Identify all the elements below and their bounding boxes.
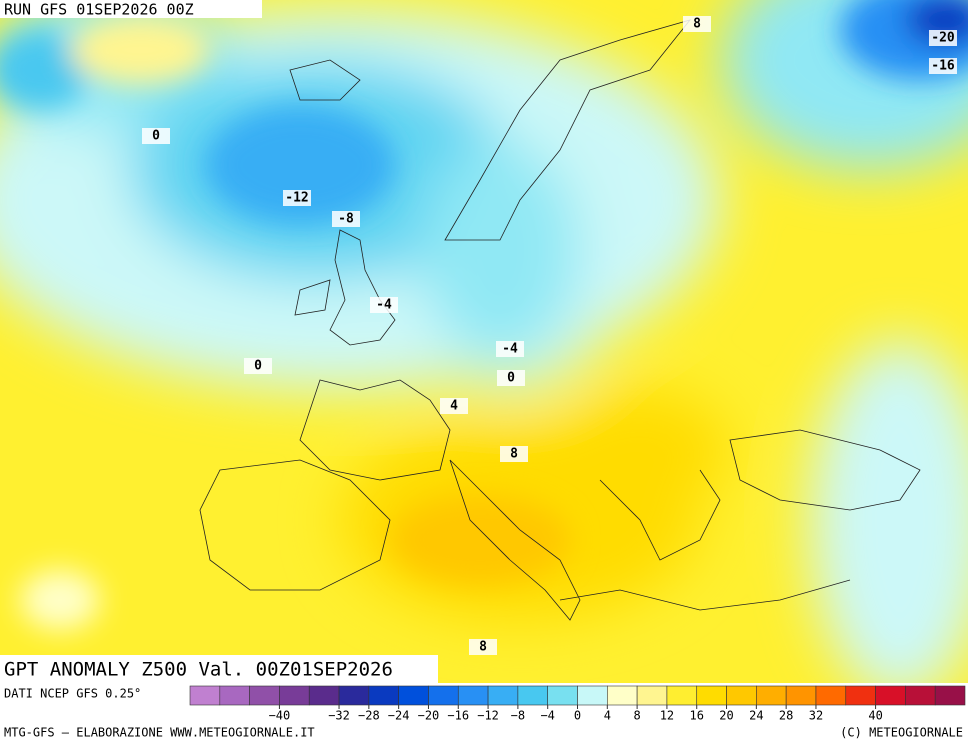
contour-label-bg [929, 58, 957, 74]
colorbar-swatch [189, 685, 221, 706]
map-title: GPT ANOMALY Z500 Val. 00Z01SEP2026 [4, 659, 393, 681]
colorbar-tick-label: −28 [358, 709, 380, 723]
colorbar-tick-label: −4 [540, 709, 554, 723]
contour-label: 8 [693, 17, 701, 32]
contour-label: -12 [285, 191, 308, 206]
colorbar-tick-label: 40 [868, 709, 882, 723]
contour-label: -20 [931, 31, 955, 46]
colorbar-tick-label: −8 [511, 709, 525, 723]
contour-label: -4 [376, 298, 392, 313]
contour-label: 0 [152, 129, 160, 144]
contour-label-bg [283, 190, 311, 206]
colorbar-swatch [666, 685, 698, 706]
contour-label: -4 [502, 342, 518, 357]
colorbar-swatch [815, 685, 847, 706]
colorbar-swatch [934, 685, 966, 706]
colorbar-swatch [398, 685, 429, 706]
colorbar-swatch [368, 685, 399, 706]
contour-labels: 8 -20 -16 0 -12 -8 -4 0 -4 0 4 8 8 [142, 16, 957, 655]
colorbar-tick-label: 24 [749, 709, 763, 723]
colorbar-swatch [905, 685, 936, 706]
credit: MTG-GFS — ELABORAZIONE WWW.METEOGIORNALE… [4, 726, 315, 740]
contour-label-bg [370, 297, 398, 313]
contour-label: 0 [254, 359, 262, 374]
colorbar-swatch [756, 685, 787, 706]
contour-label: 8 [479, 640, 487, 655]
run-box [0, 0, 262, 18]
contour-label: -16 [931, 59, 955, 74]
colorbar-swatch [547, 685, 578, 706]
colorbar-swatch [875, 685, 906, 706]
colorbar-tick-label: 28 [779, 709, 793, 723]
colorbar-swatch [428, 685, 459, 706]
colorbar-swatch [249, 685, 280, 706]
colorbar-tick-label: −40 [269, 709, 291, 723]
contour-label-bg [500, 446, 528, 462]
colorbar-tick-label: 16 [690, 709, 704, 723]
contour-label-bg [683, 16, 711, 32]
colorbar: −40 −32 −28 −24 −20 −16 −12 −8 −4 0 4 8 12 16 20 24 28 32… [189, 685, 966, 723]
contour-label-bg [142, 128, 170, 144]
colorbar-tick-label: −16 [447, 709, 469, 723]
run-label: RUN GFS 01SEP2026 00Z [4, 1, 194, 19]
colorbar-tick-label: 32 [809, 709, 823, 723]
colorbar-swatch [457, 685, 489, 706]
colorbar-swatch [785, 685, 817, 706]
colorbar-swatch [517, 685, 548, 706]
colorbar-swatch [338, 685, 370, 706]
colorbar-swatch [487, 685, 519, 706]
contour-label: 4 [450, 399, 458, 414]
colorbar-tick-label: 12 [660, 709, 674, 723]
colorbar-swatch [696, 685, 727, 706]
colorbar-tick-label: 20 [719, 709, 733, 723]
source: DATI NCEP GFS 0.25° [4, 687, 141, 701]
colorbar-swatch [577, 685, 608, 706]
colorbar-swatch [845, 685, 876, 706]
contour-label-bg [929, 30, 957, 46]
contour-label-bg [244, 358, 272, 374]
coastlines [199, 19, 921, 621]
colorbar-tick-label: −12 [477, 709, 499, 723]
colorbar-tick-label: −24 [388, 709, 410, 723]
contour-label: 0 [507, 371, 515, 386]
colorbar-tick-label: 4 [604, 709, 611, 723]
contour-label: -8 [338, 212, 354, 227]
contour-label-bg [497, 370, 525, 386]
anomaly-field: 8 -20 -16 0 -12 -8 -4 0 -4 0 4 8 8 [0, 0, 968, 683]
contour-label-bg [440, 398, 468, 414]
contour-label-bg [332, 211, 360, 227]
colorbar-swatch [607, 685, 638, 706]
colorbar-swatch [219, 685, 250, 706]
colorbar-tick-label: −32 [328, 709, 350, 723]
colorbar-swatch [308, 685, 340, 706]
contour-label-bg [469, 639, 497, 655]
colorbar-tick-label: −20 [418, 709, 440, 723]
colorbar-swatch [279, 685, 310, 706]
contour-label-bg [496, 341, 524, 357]
colorbar-swatch [636, 685, 668, 706]
colorbar-tick-label: 8 [633, 709, 640, 723]
copyright: (C) METEOGIORNALE [840, 726, 963, 740]
colorbar-swatch [726, 685, 757, 706]
contour-label: 8 [510, 447, 518, 462]
colorbar-tick-label: 0 [574, 709, 581, 723]
title-box [0, 655, 438, 683]
